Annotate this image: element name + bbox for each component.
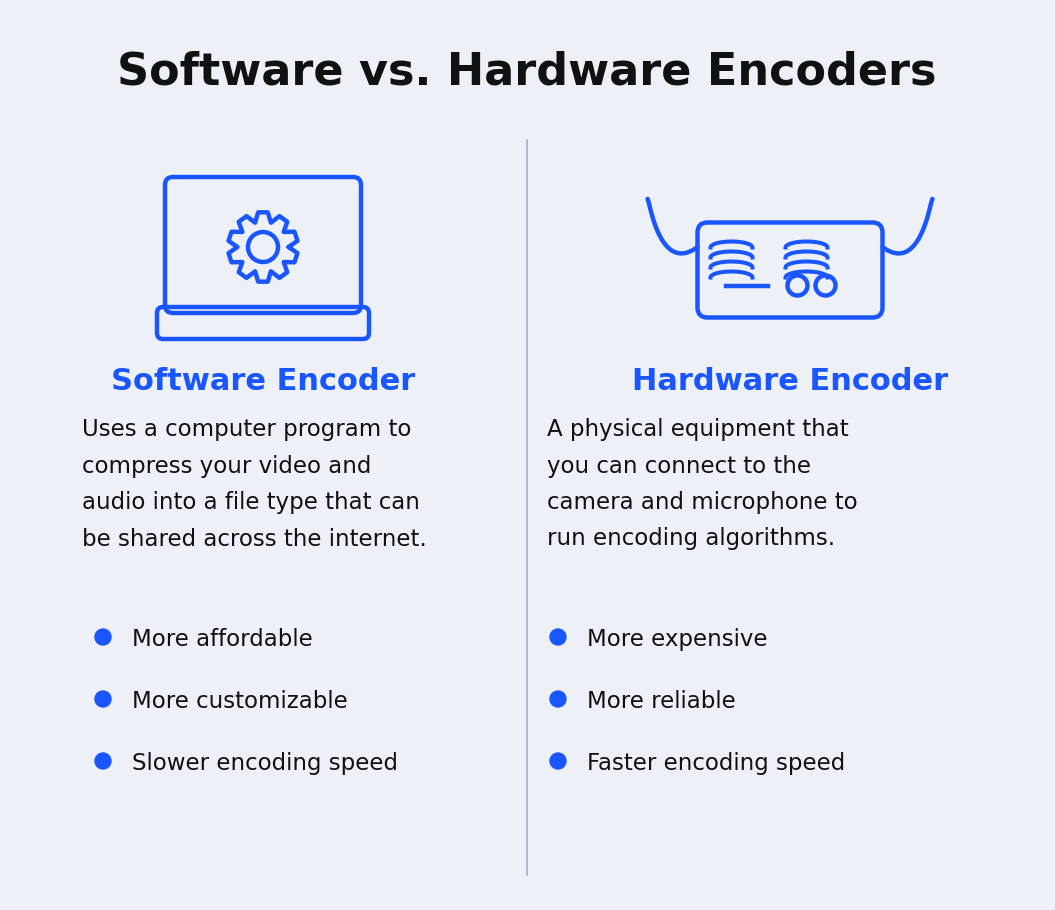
Text: Uses a computer program to
compress your video and
audio into a file type that c: Uses a computer program to compress your… [82, 418, 427, 551]
Circle shape [550, 691, 565, 707]
Text: More affordable: More affordable [132, 628, 312, 651]
Text: More expensive: More expensive [587, 628, 767, 651]
Text: More customizable: More customizable [132, 690, 348, 713]
Circle shape [550, 753, 565, 769]
Text: Faster encoding speed: Faster encoding speed [587, 752, 845, 775]
Text: More reliable: More reliable [587, 690, 735, 713]
Text: Software Encoder: Software Encoder [111, 368, 415, 397]
Text: Software vs. Hardware Encoders: Software vs. Hardware Encoders [117, 50, 937, 94]
Circle shape [95, 629, 111, 645]
Text: A physical equipment that
you can connect to the
camera and microphone to
run en: A physical equipment that you can connec… [546, 418, 858, 551]
Circle shape [550, 629, 565, 645]
Circle shape [95, 753, 111, 769]
Circle shape [95, 691, 111, 707]
Text: Slower encoding speed: Slower encoding speed [132, 752, 398, 775]
Text: Hardware Encoder: Hardware Encoder [632, 368, 948, 397]
